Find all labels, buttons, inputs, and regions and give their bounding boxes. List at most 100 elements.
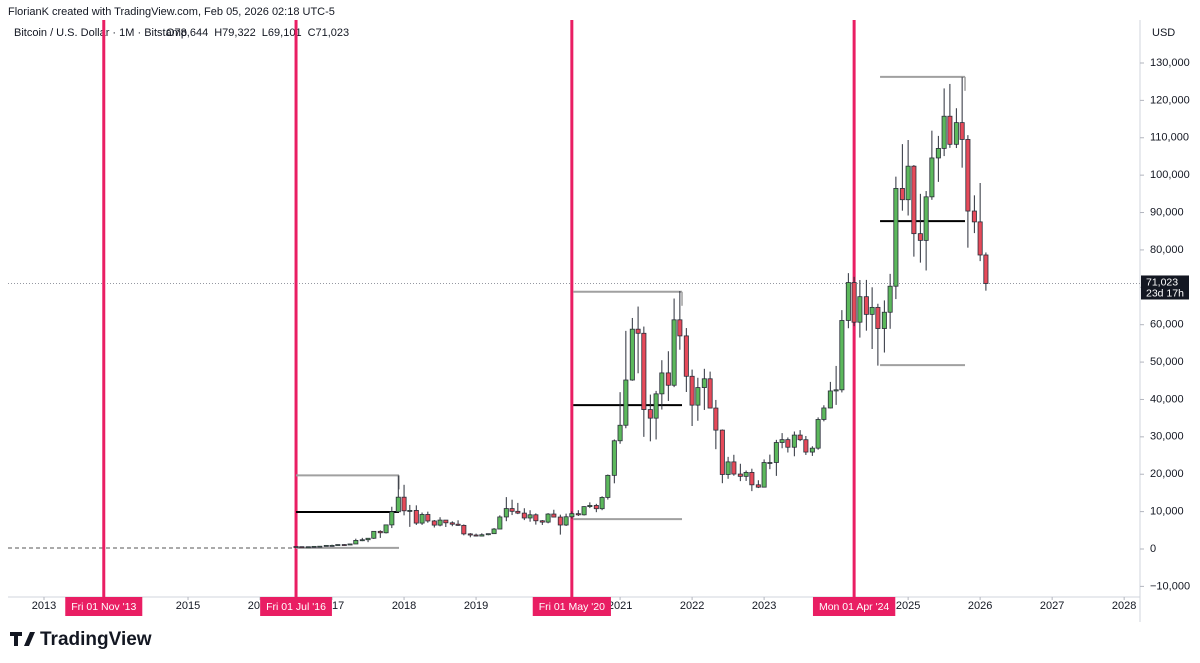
- candle-body: [425, 514, 431, 522]
- legend-ohlc: L69,101: [262, 27, 302, 39]
- candle-body: [965, 139, 971, 212]
- candle-body: [575, 513, 581, 516]
- candle-body: [395, 496, 401, 513]
- candle-body: [923, 196, 929, 241]
- candle-body: [899, 188, 905, 201]
- candle-body: [323, 544, 329, 547]
- candle-body: [569, 513, 575, 518]
- y-tick-label: 120,000: [1150, 94, 1190, 106]
- candle-body: [497, 516, 503, 530]
- candle-body: [437, 519, 443, 526]
- candle-body: [455, 523, 461, 526]
- event-tag-box: [532, 597, 611, 616]
- candle-body: [359, 539, 365, 542]
- symbol-title: Bitcoin / U.S. Dollar · 1M · Bitstamp: [14, 27, 187, 39]
- candle-body: [371, 530, 377, 539]
- event-tag: Fri 01 Nov '13: [65, 597, 143, 616]
- candle-body: [311, 545, 317, 548]
- candle-body: [689, 375, 695, 406]
- candle-body: [851, 282, 857, 323]
- candle-body: [869, 306, 875, 315]
- candle-body: [335, 544, 341, 546]
- candle-body: [911, 165, 917, 235]
- candle-body: [845, 282, 851, 321]
- x-tick-label: 2018: [392, 600, 416, 612]
- candle-body: [611, 440, 617, 476]
- candle-body: [941, 115, 947, 149]
- candle-body: [443, 519, 449, 524]
- candle-body: [773, 442, 779, 463]
- candle-body: [557, 516, 563, 526]
- candle-body: [485, 533, 491, 536]
- y-tick-label: 30,000: [1150, 431, 1184, 443]
- candle-body: [545, 513, 551, 523]
- event-tag-label: Fri 01 May '20: [539, 601, 605, 613]
- candle-body: [587, 505, 593, 508]
- logo-text: TradingView: [40, 629, 152, 650]
- candle-body: [677, 319, 683, 337]
- event-tag-box: [812, 597, 896, 616]
- event-tag-box: [65, 597, 143, 616]
- y-tick-label: 100,000: [1150, 169, 1190, 181]
- x-tick-label: 2023: [752, 600, 776, 612]
- y-tick-label: 60,000: [1150, 319, 1184, 331]
- candle-body: [713, 407, 719, 431]
- candle-body: [593, 505, 599, 510]
- candle-body: [767, 462, 773, 464]
- event-tag-label: Fri 01 Nov '13: [71, 601, 136, 613]
- x-tick-label: 2022: [680, 600, 704, 612]
- candle-body: [467, 533, 473, 536]
- candle-body: [977, 221, 983, 256]
- candle-body: [761, 462, 767, 488]
- candle-body: [875, 306, 881, 329]
- x-tick-label: 2019: [464, 600, 488, 612]
- candle-body: [671, 319, 677, 386]
- candle-body: [635, 328, 641, 334]
- price-tag-label: 71,023: [1146, 276, 1178, 288]
- candle-body: [815, 419, 821, 449]
- candle-body: [623, 379, 629, 426]
- candle-body: [701, 378, 707, 388]
- candle-body: [905, 165, 911, 201]
- candle-body: [779, 439, 785, 443]
- y-tick-label: 0: [1150, 543, 1156, 555]
- candle-body: [755, 484, 761, 488]
- candle-body: [305, 546, 311, 549]
- y-tick-label: 80,000: [1150, 244, 1184, 256]
- candle-body: [983, 254, 989, 284]
- candle-body: [383, 524, 389, 534]
- candle-body: [725, 461, 731, 475]
- candle-body: [419, 514, 425, 524]
- candle-body: [521, 512, 527, 519]
- candle-body: [809, 447, 815, 453]
- candle-body: [737, 473, 743, 477]
- candle-body: [503, 508, 509, 518]
- candle-body: [347, 543, 353, 546]
- candle-body: [857, 296, 863, 323]
- x-tick-label: 2013: [32, 600, 56, 612]
- x-tick-label: 2026: [968, 600, 992, 612]
- candle-body: [551, 513, 557, 518]
- x-tick-label: 2025: [896, 600, 920, 612]
- candle-body: [839, 320, 845, 391]
- candle-body: [893, 188, 899, 287]
- y-tick-label: 130,000: [1150, 57, 1190, 69]
- candle-body: [821, 407, 827, 420]
- candle-body: [407, 510, 413, 512]
- candle-body: [341, 544, 347, 546]
- legend-ohlc: C71,023: [308, 27, 350, 39]
- candle-body: [947, 115, 953, 145]
- price-tag-box: [1141, 275, 1189, 300]
- legend-ohlc: H79,322: [214, 27, 256, 39]
- candle-body: [533, 514, 539, 522]
- y-tick-label: 20,000: [1150, 468, 1184, 480]
- event-tag: Mon 01 Apr '24: [812, 597, 896, 616]
- candle-body: [413, 510, 419, 524]
- candle-body: [563, 516, 569, 526]
- candle-body: [353, 539, 359, 545]
- candle-body: [791, 434, 797, 448]
- candle-body: [695, 387, 701, 406]
- candle-body: [389, 511, 395, 526]
